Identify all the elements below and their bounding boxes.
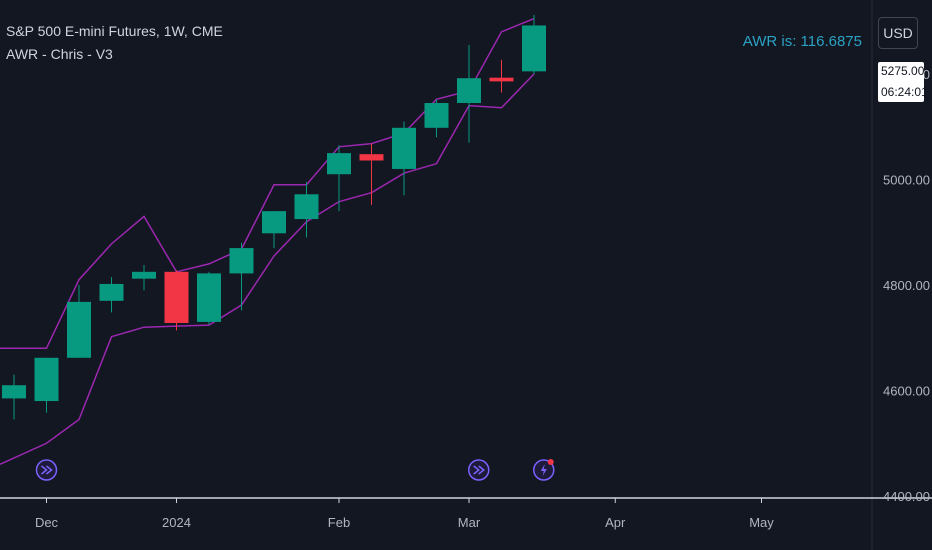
bull-candle — [197, 271, 221, 325]
y-tick-label: 5000.00 — [883, 173, 930, 188]
candle-body — [197, 273, 221, 322]
candle-body — [132, 271, 156, 279]
candle-body — [489, 77, 514, 82]
x-tick-label: 2024 — [162, 515, 191, 530]
candle-body — [2, 385, 26, 399]
awr-bands — [0, 17, 535, 466]
bull-candle — [392, 121, 416, 196]
x-tick-label: Feb — [328, 515, 350, 530]
bull-candle — [132, 264, 156, 291]
x-tick-label: May — [749, 515, 774, 530]
x-tick-label: Apr — [605, 515, 626, 530]
bear-candle — [359, 143, 384, 205]
currency-button[interactable]: USD — [878, 17, 918, 49]
upper-band-line — [0, 17, 535, 350]
candle-body — [294, 194, 319, 220]
candle-body — [327, 153, 351, 175]
candle-body — [424, 103, 449, 128]
candle-body — [392, 127, 416, 169]
candle-body — [164, 271, 189, 323]
bull-candle — [229, 242, 254, 311]
bull-candle — [522, 14, 546, 74]
awr-readout: AWR is: 116.6875 — [742, 33, 862, 50]
y-tick-label: 4800.00 — [883, 278, 930, 293]
bull-candle — [34, 357, 59, 413]
bull-candle — [457, 44, 481, 143]
bull-candle — [67, 285, 91, 358]
indicator-label[interactable]: AWR - Chris - V3 — [6, 46, 113, 62]
candle-body — [457, 78, 481, 104]
candle-body — [229, 248, 254, 274]
icon-glyph — [473, 465, 485, 475]
bull-candle — [99, 277, 124, 313]
lightning-icon[interactable] — [533, 459, 555, 481]
bear-candle — [489, 59, 514, 93]
lower-band-line — [0, 73, 535, 466]
candle-body — [34, 357, 59, 402]
candle-body — [99, 283, 124, 301]
bull-candle — [2, 374, 26, 420]
bull-candle — [424, 99, 449, 138]
event-icons[interactable] — [35, 459, 555, 481]
notification-dot — [547, 459, 554, 465]
y-tick-label: 4400.00 — [883, 489, 930, 504]
symbol-title[interactable]: S&P 500 E-mini Futures, 1W, CME — [6, 23, 223, 39]
candle-body — [522, 25, 546, 72]
icon-glyph — [540, 464, 547, 476]
candle-body — [359, 154, 384, 161]
last-price-label: 5275.00 06:24:01 — [878, 62, 928, 102]
event-arrow-icon[interactable] — [468, 459, 490, 481]
y-tick-label: 4600.00 — [883, 384, 930, 399]
bull-candle — [294, 182, 319, 238]
bull-candle — [327, 145, 351, 212]
candle-body — [262, 211, 286, 234]
last-price: 5275.00 — [881, 64, 925, 78]
bear-candle — [164, 270, 189, 331]
candle-body — [67, 301, 91, 358]
icon-glyph — [41, 465, 53, 475]
bar-countdown: 06:24:01 — [881, 85, 928, 99]
x-tick-label: Dec — [35, 515, 59, 530]
bull-candle — [262, 211, 286, 249]
candles — [2, 14, 546, 420]
event-arrow-icon[interactable] — [35, 459, 58, 481]
x-tick-label: Mar — [458, 515, 481, 530]
